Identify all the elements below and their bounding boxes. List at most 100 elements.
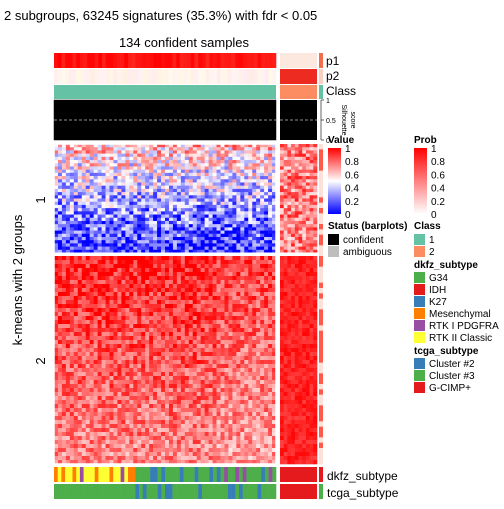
heatmap-cell [232, 312, 236, 316]
heatmap-cell [213, 344, 217, 348]
heatmap-cell [161, 240, 165, 244]
heatmap-cell [74, 380, 78, 384]
heatmap-cell [169, 308, 173, 312]
heatmap-cell [189, 396, 193, 400]
heatmap-cell [295, 288, 299, 292]
heatmap-cell [268, 195, 272, 199]
heatmap-cell [197, 150, 201, 154]
heatmap-cell [94, 364, 98, 368]
heatmap-cell [74, 312, 78, 316]
heatmap-cell [236, 157, 240, 161]
heatmap-cell [205, 205, 209, 209]
heatmap-cell [58, 234, 62, 238]
heatmap-cell [295, 247, 299, 251]
heatmap-cell [280, 364, 284, 368]
heatmap-cell [106, 247, 110, 251]
heatmap-cell [302, 256, 306, 260]
heatmap-cell [161, 179, 165, 183]
heatmap-cell [133, 256, 137, 260]
heatmap-cell [244, 173, 248, 177]
heatmap-cell [310, 205, 314, 209]
heatmap-cell [268, 234, 272, 238]
heatmap-cell [110, 328, 114, 332]
heatmap-cell [82, 276, 86, 280]
heatmap-cell [98, 176, 102, 180]
heatmap-cell [141, 280, 145, 284]
heatmap-cell [145, 179, 149, 183]
heatmap-cell [70, 189, 74, 193]
heatmap-cell [310, 144, 314, 148]
heatmap-cell [248, 205, 252, 209]
heatmap-cell [248, 237, 252, 241]
heatmap-cell [313, 160, 317, 164]
heatmap-cell [236, 340, 240, 344]
heatmap-cell [193, 404, 197, 408]
heatmap-cell [74, 268, 78, 272]
heatmap-cell [287, 240, 291, 244]
heatmap-cell [260, 264, 264, 268]
heatmap-cell [268, 364, 272, 368]
heatmap-cell [213, 160, 217, 164]
heatmap-cell [66, 264, 70, 268]
heatmap-cell [260, 173, 264, 177]
heatmap-cell [90, 400, 94, 404]
heatmap-cell [58, 356, 62, 360]
heatmap-cell [244, 154, 248, 158]
heatmap-cell [284, 234, 288, 238]
heatmap-cell [94, 221, 98, 225]
heatmap-cell [129, 199, 133, 203]
heatmap-cell [165, 280, 169, 284]
heatmap-cell [240, 150, 244, 154]
heatmap-cell [169, 288, 173, 292]
heatmap-cell [145, 344, 149, 348]
heatmap-cell [295, 364, 299, 368]
heatmap-cell [106, 176, 110, 180]
heatmap-cell [221, 237, 225, 241]
heatmap-cell [102, 288, 106, 292]
heatmap-cell [173, 218, 177, 222]
heatmap-cell [177, 150, 181, 154]
heatmap-cell [157, 284, 161, 288]
heatmap-cell [98, 157, 102, 161]
heatmap-cell [145, 234, 149, 238]
heatmap-cell [185, 380, 189, 384]
heatmap-cell [232, 202, 236, 206]
heatmap-cell [106, 288, 110, 292]
heatmap-cell [248, 328, 252, 332]
heatmap-cell [260, 328, 264, 332]
heatmap-cell [310, 182, 314, 186]
heatmap-cell [221, 332, 225, 336]
heatmap-cell [310, 173, 314, 177]
heatmap-cell [236, 344, 240, 348]
heatmap-cell [224, 276, 228, 280]
heatmap-cell [141, 154, 145, 158]
heatmap-cell [157, 276, 161, 280]
heatmap-cell [201, 154, 205, 158]
heatmap-cell [232, 328, 236, 332]
heatmap-cell [260, 179, 264, 183]
heatmap-cell [145, 215, 149, 219]
heatmap-cell [78, 392, 82, 396]
heatmap-cell [137, 364, 141, 368]
heatmap-cell [280, 400, 284, 404]
heatmap-cell [228, 192, 232, 196]
heatmap-cell [62, 400, 66, 404]
heatmap-cell [117, 218, 121, 222]
heatmap-cell [228, 264, 232, 268]
heatmap-cell [268, 186, 272, 190]
p2-cell [224, 69, 228, 84]
heatmap-cell [141, 316, 145, 320]
heatmap-cell [244, 179, 248, 183]
heatmap-cell [141, 320, 145, 324]
heatmap-cell [287, 368, 291, 372]
heatmap-cell [141, 205, 145, 209]
heatmap-cell [78, 376, 82, 380]
heatmap-cell [129, 404, 133, 408]
heatmap-cell [149, 404, 153, 408]
heatmap-cell [268, 182, 272, 186]
heatmap-cell [313, 186, 317, 190]
heatmap-cell [244, 176, 248, 180]
heatmap-cell [133, 202, 137, 206]
heatmap-cell [256, 150, 260, 154]
heatmap-cell [161, 308, 165, 312]
